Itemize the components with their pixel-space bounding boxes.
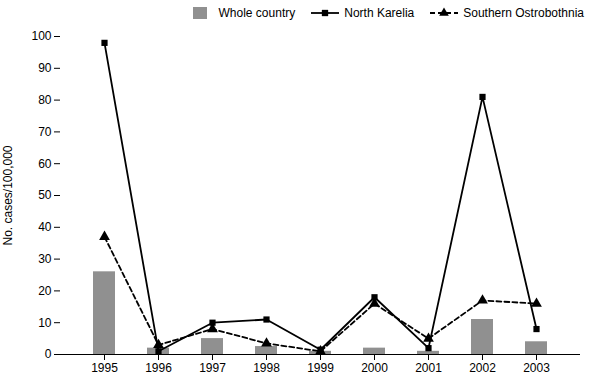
html-text:Southern Ostrobothnia: Southern Ostrobothnia: [463, 6, 584, 20]
svg-text:40: 40: [38, 220, 52, 234]
svg-text:1995: 1995: [91, 361, 118, 375]
html-text:Whole country: Whole country: [218, 6, 296, 20]
svg-text:50: 50: [38, 188, 52, 202]
svg-text:100: 100: [31, 29, 51, 43]
svg-text:No. cases/100,000: No. cases/100,000: [1, 145, 15, 245]
svg-text:80: 80: [38, 93, 52, 107]
svg-text:0: 0: [45, 347, 52, 361]
html-text:North Karelia: North Karelia: [344, 6, 415, 20]
svg-text:1999: 1999: [307, 361, 334, 375]
svg-text:1998: 1998: [253, 361, 280, 375]
svg-text:20: 20: [38, 284, 52, 298]
svg-text:70: 70: [38, 125, 52, 139]
svg-text:10: 10: [38, 316, 52, 330]
svg-text:60: 60: [38, 157, 52, 171]
svg-text:2001: 2001: [415, 361, 442, 375]
svg-text:90: 90: [38, 61, 52, 75]
svg-text:1997: 1997: [199, 361, 226, 375]
svg-text:1996: 1996: [145, 361, 172, 375]
svg-text:2000: 2000: [361, 361, 388, 375]
svg-text:2002: 2002: [469, 361, 496, 375]
svg-text:30: 30: [38, 252, 52, 266]
svg-text:2003: 2003: [523, 361, 550, 375]
